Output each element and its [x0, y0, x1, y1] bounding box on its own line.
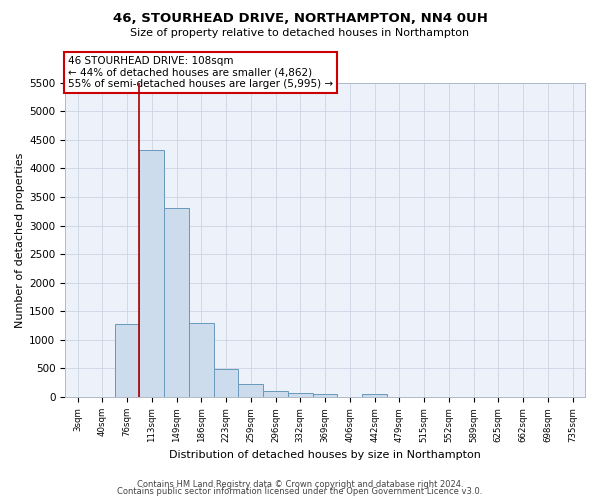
Y-axis label: Number of detached properties: Number of detached properties — [15, 152, 25, 328]
Bar — [214, 369, 238, 397]
Bar — [313, 394, 337, 397]
Bar — [164, 208, 189, 397]
Text: 46 STOURHEAD DRIVE: 108sqm
← 44% of detached houses are smaller (4,862)
55% of s: 46 STOURHEAD DRIVE: 108sqm ← 44% of deta… — [68, 56, 333, 89]
X-axis label: Distribution of detached houses by size in Northampton: Distribution of detached houses by size … — [169, 450, 481, 460]
Bar — [139, 150, 164, 397]
Text: Contains public sector information licensed under the Open Government Licence v3: Contains public sector information licen… — [118, 488, 482, 496]
Bar — [362, 394, 387, 397]
Text: 46, STOURHEAD DRIVE, NORTHAMPTON, NN4 0UH: 46, STOURHEAD DRIVE, NORTHAMPTON, NN4 0U… — [113, 12, 487, 26]
Bar — [288, 393, 313, 397]
Text: Contains HM Land Registry data © Crown copyright and database right 2024.: Contains HM Land Registry data © Crown c… — [137, 480, 463, 489]
Bar — [238, 384, 263, 397]
Bar — [115, 324, 139, 397]
Bar — [189, 324, 214, 397]
Text: Size of property relative to detached houses in Northampton: Size of property relative to detached ho… — [130, 28, 470, 38]
Bar — [263, 392, 288, 397]
